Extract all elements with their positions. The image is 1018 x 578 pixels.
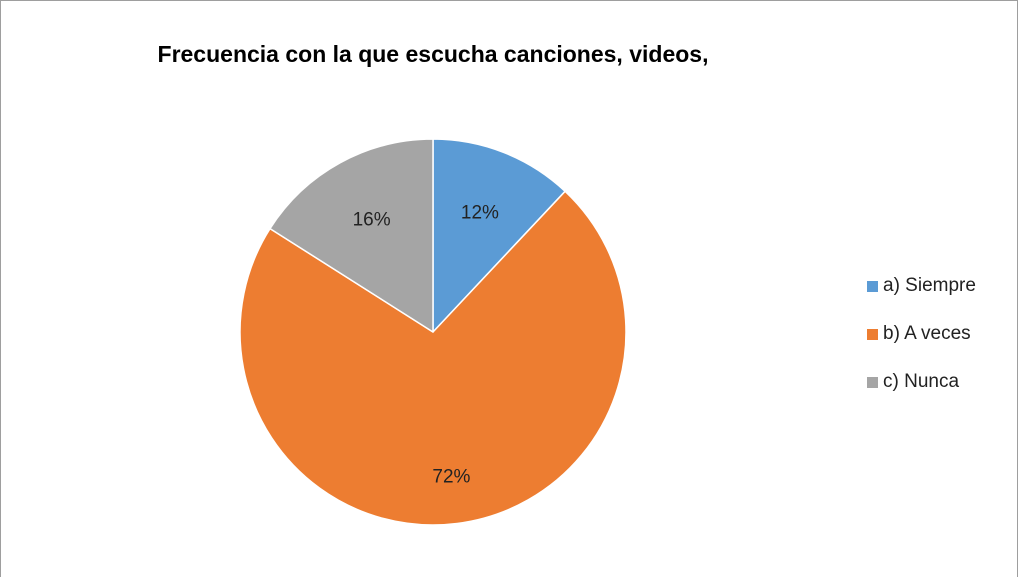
legend-swatch-nunca <box>867 376 878 388</box>
data-label-a-veces: 72% <box>432 467 470 488</box>
data-label-nunca: 16% <box>353 209 391 230</box>
legend-item-a-veces: b) A veces <box>867 322 976 346</box>
legend-label-nunca: c) Nunca <box>883 371 960 392</box>
legend-swatch-a-veces <box>867 328 878 340</box>
chart-title: Frecuencia con la que escucha canciones,… <box>157 41 709 67</box>
pie-slice-a-veces <box>239 190 627 526</box>
legend: a) Siempre b) A veces c) Nunca <box>867 274 976 418</box>
pie-data-labels: 12% 72% 16% <box>353 203 499 488</box>
legend-swatch-siempre <box>867 280 878 292</box>
pie-slice-siempre <box>432 138 566 333</box>
legend-item-siempre: a) Siempre <box>867 274 976 298</box>
pie-slices <box>239 138 627 526</box>
legend-label-siempre: a) Siempre <box>883 275 976 296</box>
data-label-siempre: 12% <box>461 203 499 224</box>
legend-label-a-veces: b) A veces <box>883 323 971 344</box>
pie-slice-nunca <box>269 138 434 333</box>
legend-item-nunca: c) Nunca <box>867 370 976 394</box>
